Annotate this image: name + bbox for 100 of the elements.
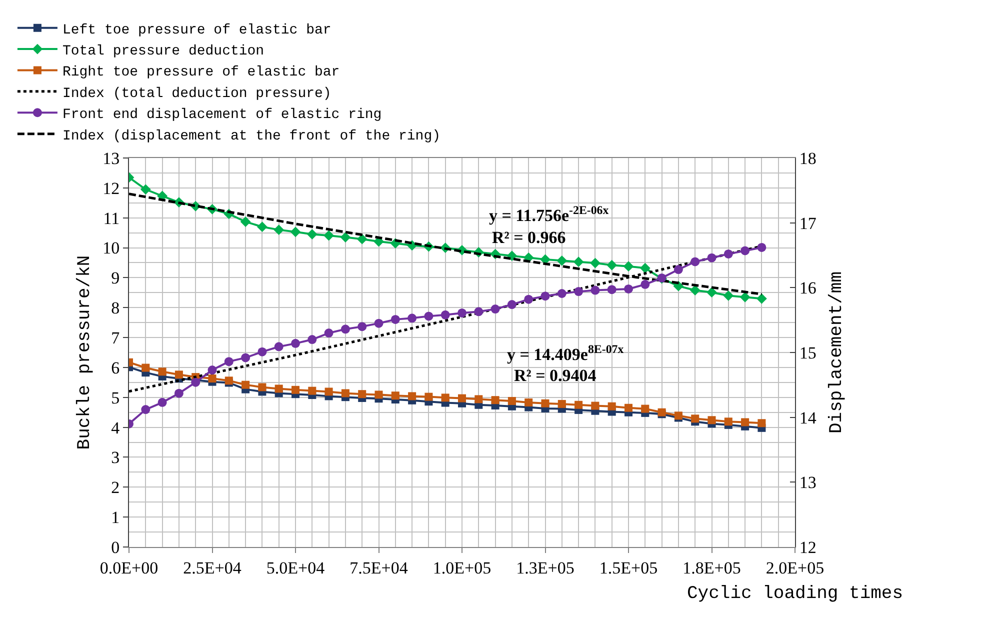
point — [674, 265, 683, 274]
point — [491, 396, 500, 404]
y-tick-label: 7 — [111, 328, 120, 348]
point — [274, 224, 284, 236]
point — [573, 256, 584, 268]
point — [440, 310, 450, 320]
point — [541, 399, 550, 408]
point — [292, 386, 300, 394]
point — [756, 293, 767, 304]
point — [490, 304, 500, 314]
point — [474, 307, 484, 316]
legend-label: Index (total deduction pressure) — [62, 86, 332, 102]
point — [590, 286, 600, 295]
point — [507, 300, 516, 310]
y-tick-label: 8 — [111, 298, 120, 318]
point — [258, 383, 266, 392]
point — [174, 388, 184, 398]
point — [408, 392, 416, 400]
point — [356, 234, 368, 244]
y-tick-label: 9 — [111, 268, 120, 288]
point — [274, 342, 284, 352]
point — [624, 404, 632, 412]
x-tick-label: 1.5E+05 — [599, 558, 658, 578]
point — [708, 416, 716, 424]
point — [590, 258, 600, 268]
point — [591, 402, 600, 410]
y-tick-label: 6 — [111, 358, 120, 378]
point — [142, 364, 150, 372]
point — [556, 255, 568, 266]
y-axis-title: Buckle pressure/kN — [74, 255, 95, 450]
point — [224, 357, 234, 366]
annotation: y = 14.409e$^{8E-07x}$ — [507, 342, 624, 364]
point — [641, 404, 650, 413]
y-tick-label: 0 — [111, 538, 120, 557]
point — [308, 335, 317, 344]
legend-label: Total pressure deduction — [62, 43, 264, 60]
point — [308, 386, 316, 395]
y-tick-label: 13 — [102, 148, 120, 168]
y2-axis-title: Displacement/mm — [827, 271, 847, 434]
point — [458, 308, 466, 318]
y-tick-label: 11 — [103, 208, 120, 228]
y2-tick-label: 12 — [799, 538, 816, 557]
point — [242, 380, 250, 389]
point — [424, 312, 434, 321]
x-tick-label: 2.5E+04 — [183, 558, 242, 578]
point — [474, 395, 483, 404]
point — [758, 419, 766, 428]
point — [340, 232, 351, 242]
point — [140, 184, 151, 195]
point — [340, 324, 350, 334]
point — [208, 366, 217, 375]
point — [640, 280, 650, 289]
point — [158, 368, 166, 376]
point — [508, 396, 516, 405]
point — [608, 402, 616, 410]
x-tick-label: 2.0E+05 — [766, 558, 824, 578]
point — [258, 347, 267, 356]
point — [623, 261, 634, 272]
point — [324, 388, 333, 396]
y2-tick-label: 13 — [799, 473, 816, 492]
point — [624, 284, 633, 294]
point — [574, 287, 584, 296]
point — [240, 216, 251, 227]
x-tick-label: 0.0E+00 — [100, 558, 158, 578]
point — [540, 292, 550, 301]
point — [257, 222, 268, 232]
point — [390, 314, 400, 324]
x-tick-label: 5.0E+04 — [266, 558, 326, 578]
point — [524, 294, 534, 304]
y-tick-label: 5 — [111, 388, 120, 408]
point — [606, 260, 618, 270]
point — [640, 262, 650, 274]
point — [191, 378, 200, 387]
point — [690, 257, 700, 266]
point — [208, 374, 216, 383]
point — [524, 398, 533, 406]
point — [324, 230, 334, 241]
point — [174, 370, 183, 379]
point — [724, 418, 732, 426]
point — [274, 384, 283, 393]
point — [158, 398, 167, 407]
point — [691, 414, 700, 423]
y-tick-label: 2 — [111, 478, 120, 498]
point — [741, 418, 750, 426]
point — [757, 242, 766, 252]
point — [740, 246, 750, 256]
point — [690, 285, 700, 296]
point — [557, 289, 566, 298]
point — [291, 338, 300, 348]
y-tick-label: 12 — [102, 178, 120, 198]
y2-tick-label: 17 — [799, 214, 817, 233]
y2-tick-label: 14 — [799, 408, 817, 428]
legend-label: Front end displacement of elastic ring — [62, 107, 382, 124]
x-axis-title: Cyclic loading times — [687, 584, 904, 604]
point — [607, 285, 616, 294]
y2-tick-label: 16 — [799, 278, 816, 298]
point — [306, 229, 318, 240]
y-tick-label: 4 — [111, 418, 120, 438]
x-tick-label: 1.0E+05 — [432, 558, 492, 578]
point — [374, 390, 383, 399]
